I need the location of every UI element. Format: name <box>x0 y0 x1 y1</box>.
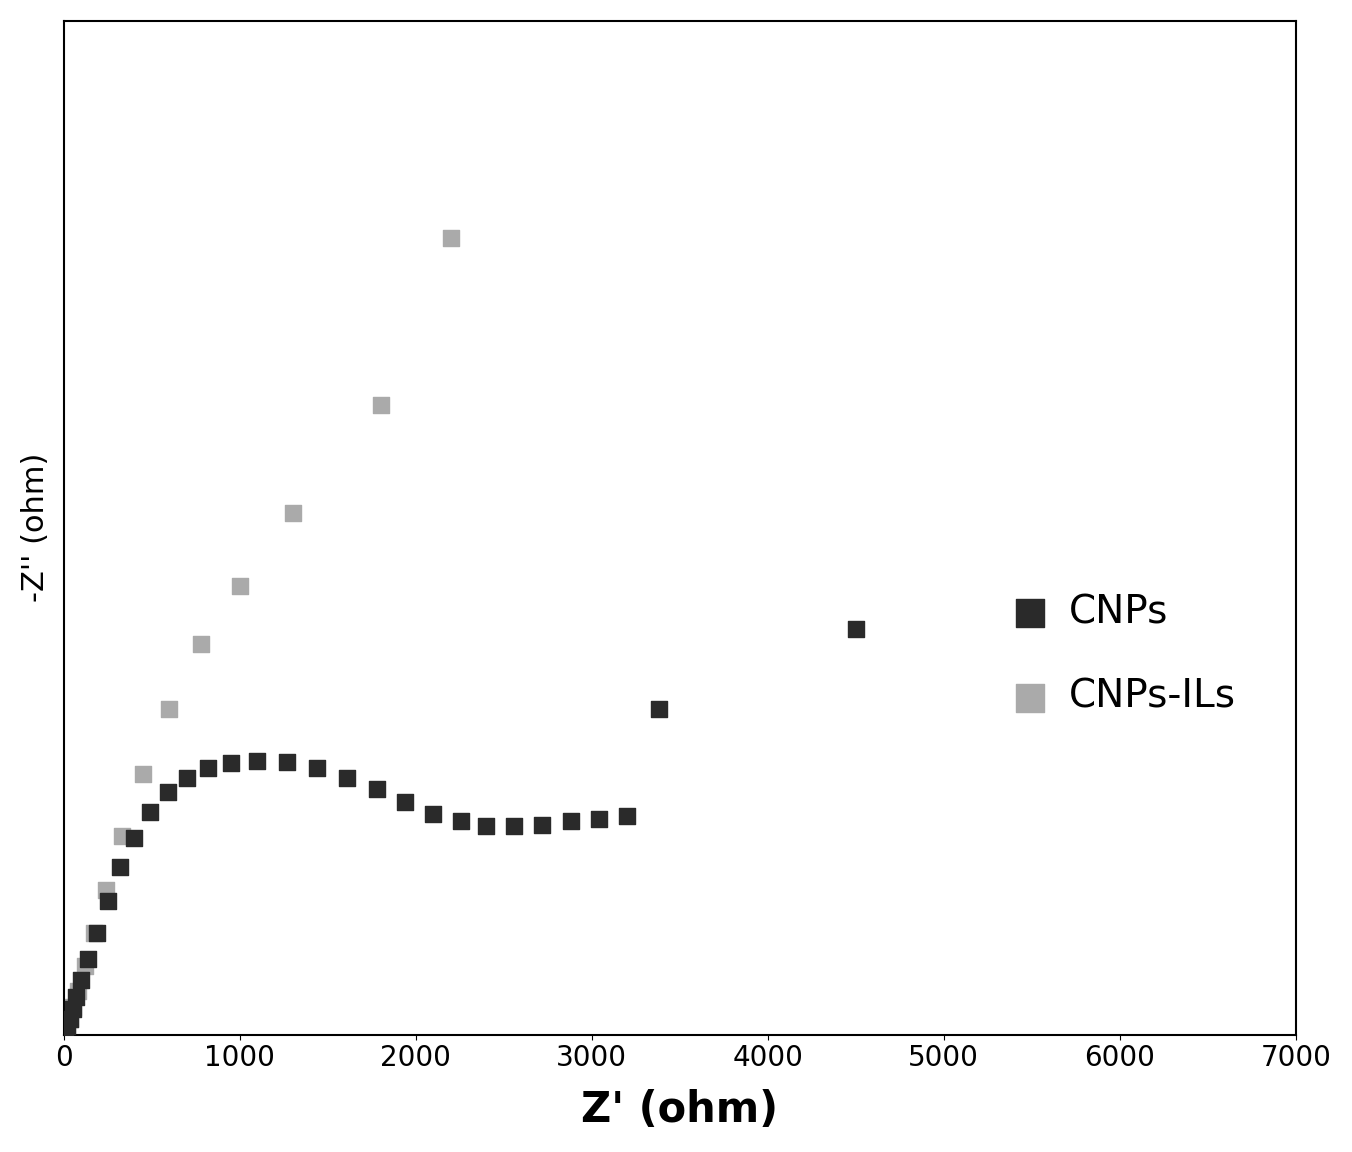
CNPs <box>97 892 119 910</box>
CNPs <box>366 779 388 797</box>
CNPs <box>123 828 145 847</box>
CNPs <box>110 857 131 876</box>
CNPs <box>560 812 581 831</box>
CNPs-ILs <box>74 957 96 976</box>
CNPs <box>845 620 867 638</box>
CNPs-ILs <box>228 576 250 594</box>
CNPs <box>395 793 416 811</box>
CNPs-ILs <box>57 1017 78 1036</box>
CNPs <box>77 949 99 968</box>
CNPs-ILs <box>82 924 104 942</box>
CNPs-ILs <box>369 395 391 414</box>
CNPs <box>65 988 87 1007</box>
CNPs-ILs <box>441 229 462 248</box>
CNPs <box>588 810 610 828</box>
CNPs-ILs <box>54 1022 76 1040</box>
X-axis label: Z' (ohm): Z' (ohm) <box>581 1089 779 1131</box>
CNPs <box>648 699 669 718</box>
CNPs <box>176 768 197 787</box>
CNPs <box>307 759 329 778</box>
CNPs-ILs <box>281 505 303 523</box>
CNPs <box>57 1017 78 1036</box>
CNPs <box>220 753 242 772</box>
CNPs <box>337 768 358 787</box>
CNPs <box>276 753 297 772</box>
CNPs-ILs <box>158 699 180 718</box>
Y-axis label: -Z'' (ohm): -Z'' (ohm) <box>20 453 50 602</box>
CNPs <box>503 817 525 835</box>
CNPs-ILs <box>95 881 116 900</box>
CNPs <box>450 812 472 831</box>
CNPs <box>54 1022 76 1040</box>
CNPs <box>70 971 92 990</box>
CNPs <box>423 804 445 823</box>
CNPs <box>59 1009 81 1028</box>
CNPs <box>87 924 108 942</box>
CNPs-ILs <box>132 765 154 783</box>
CNPs <box>617 806 638 825</box>
CNPs <box>139 803 161 821</box>
Legend: CNPs, CNPs-ILs: CNPs, CNPs-ILs <box>999 577 1252 732</box>
CNPs <box>62 1000 84 1018</box>
CNPs <box>246 752 268 771</box>
CNPs <box>476 817 498 835</box>
CNPs-ILs <box>111 826 132 844</box>
CNPs <box>157 783 178 802</box>
CNPs-ILs <box>62 998 84 1016</box>
CNPs-ILs <box>59 1009 81 1028</box>
CNPs <box>531 816 553 834</box>
CNPs <box>197 759 219 778</box>
CNPs-ILs <box>68 983 89 1001</box>
CNPs-ILs <box>191 635 212 653</box>
